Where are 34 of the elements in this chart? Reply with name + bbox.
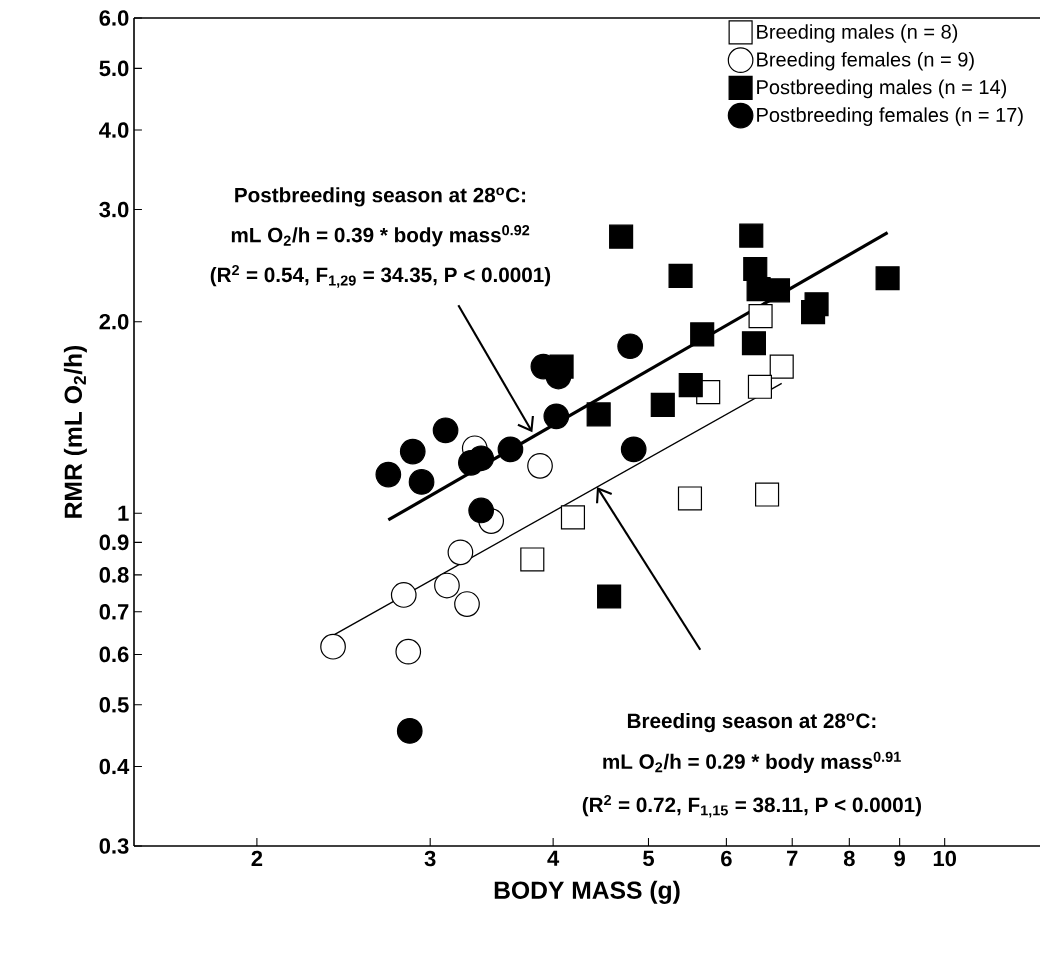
x-tick-label: 6 <box>721 850 732 867</box>
y-tick-label: 4.0 <box>99 122 129 138</box>
legend-label: Postbreeding males (n = 14) <box>757 79 1007 99</box>
annotation: mL O$_{2}$/h = 0.29 * body mass$^{0.91}$ <box>603 751 901 774</box>
x-tick-label: 8 <box>843 850 855 867</box>
y-tick-label: 0.4 <box>99 758 130 775</box>
y-tick-label: 0.5 <box>99 697 129 713</box>
annotation: Breeding season at 28$^{o}$C: <box>627 712 876 733</box>
y-tick-label: 0.8 <box>99 567 129 583</box>
x-tick-label: 5 <box>643 850 654 867</box>
legend-label: Breeding females (n = 9) <box>757 51 974 71</box>
annotation: (R$^{2}$ = 0.54, F$_{1,29}$ = 34.35, P < 0.0001) <box>210 264 551 288</box>
annotation: Postbreeding season at 28$^{o}$C: <box>235 187 526 207</box>
x-tick-label: 9 <box>894 850 905 867</box>
x-tick-label: 2 <box>251 850 263 867</box>
y-tick-label: 0.9 <box>99 534 129 551</box>
y-tick-label: 0.7 <box>99 604 129 620</box>
x-tick-label: 4 <box>547 850 560 866</box>
y-tick-label: 2.0 <box>99 313 129 330</box>
legend-label: Postbreeding females (n = 17) <box>757 107 1023 126</box>
y-tick-label: 3.0 <box>99 201 129 218</box>
x-axis-title: BODY MASS (g) <box>494 880 680 904</box>
x-tick-label: 3 <box>424 850 436 867</box>
legend-label: Breeding males (n = 8) <box>757 24 958 43</box>
y-tick-label: 1 <box>118 505 129 521</box>
annotation: (R$^{2}$ = 0.72, F$_{1,15}$ = 38.11, P < 0.0001) <box>582 794 921 818</box>
y-axis-title: RMR (mL O$_{2}$/h) <box>63 345 87 518</box>
x-tick-label: 10 <box>933 850 957 867</box>
y-tick-label: 0.6 <box>99 646 129 663</box>
y-tick-label: 0.3 <box>99 838 129 854</box>
x-tick-label: 7 <box>787 850 798 866</box>
y-tick-label: 6.0 <box>99 10 129 26</box>
y-tick-label: 5.0 <box>99 60 129 77</box>
annotation: mL O$_{2}$/h = 0.39 * body mass$^{0.92}$ <box>231 225 530 247</box>
